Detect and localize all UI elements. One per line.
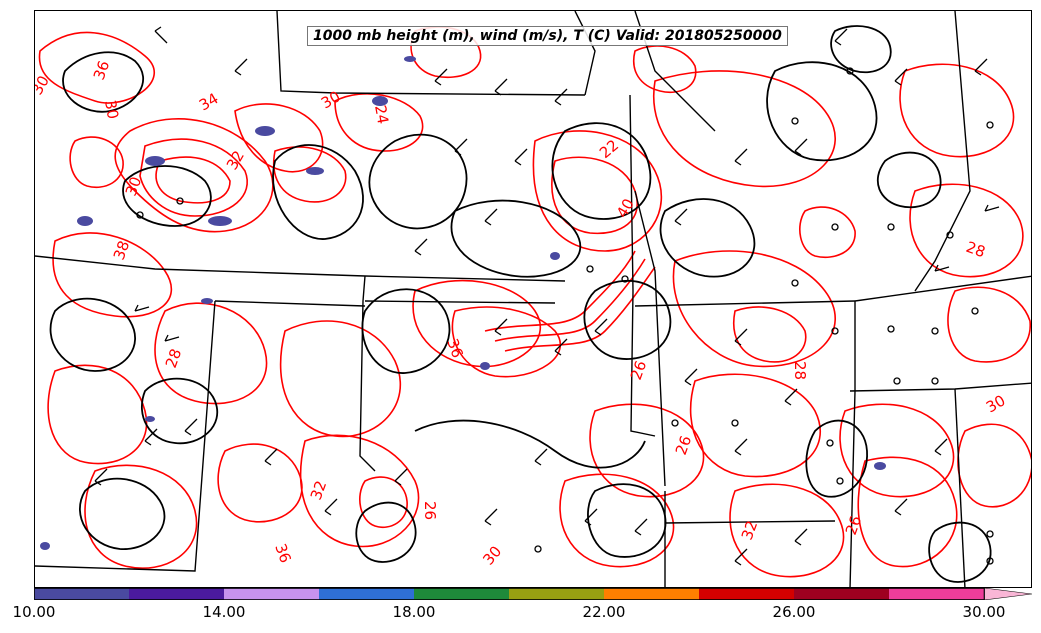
contour-label: 30 (101, 99, 122, 121)
colorbar-segment (129, 588, 225, 600)
wind-barbs (94, 26, 1000, 566)
colorbar-tick-label: 10.00 (12, 603, 56, 621)
height-contours (49, 25, 992, 583)
colorbar-extend-arrow (983, 588, 1032, 600)
temperature-shading (40, 56, 886, 550)
colorbar-tick-label: 26.00 (772, 603, 816, 621)
colorbar-tick-label: 22.00 (582, 603, 626, 621)
colorbar (34, 588, 1032, 600)
contour-label: 30 (983, 391, 1009, 416)
colorbar-segment (319, 588, 415, 600)
contour-label: 36 (443, 336, 466, 360)
colorbar-segment (794, 588, 890, 600)
contour-label: 26 (842, 513, 865, 537)
contour-label: 28 (964, 238, 988, 261)
colorbar-segment (224, 588, 320, 600)
contour-label: 30 (318, 87, 344, 112)
contour-label: 36 (271, 541, 294, 565)
colorbar-border (34, 588, 985, 600)
temperature-contours (38, 26, 1031, 578)
contour-label: 38 (110, 238, 133, 262)
map-panel: 36 30 34 32 30 24 22 40 30 38 28 36 26 28 26 26 32 36 30 32… (34, 10, 1032, 588)
colorbar-segment (509, 588, 605, 600)
contour-label: 30 (479, 542, 505, 568)
contour-label: 32 (738, 518, 761, 542)
colorbar-tick-label: 14.00 (202, 603, 246, 621)
contour-label: 28 (162, 346, 185, 370)
contour-label: 30 (35, 72, 53, 98)
contour-label: 30 (122, 174, 145, 198)
colorbar-segment (34, 588, 130, 600)
contour-label: 26 (672, 433, 695, 457)
colorbar-tick-label: 30.00 (962, 603, 1006, 621)
state-borders (35, 11, 1031, 587)
map-title: 1000 mb height (m), wind (m/s), T (C) Va… (307, 26, 788, 46)
contour-label: 28 (791, 361, 809, 380)
contour-label: 34 (196, 89, 222, 114)
contour-label: 26 (627, 358, 650, 382)
colorbar-segment (889, 588, 985, 600)
contour-label: 36 (90, 58, 113, 82)
colorbar-segment (414, 588, 510, 600)
contour-label: 32 (307, 478, 330, 502)
colorbar-tick-label: 18.00 (392, 603, 436, 621)
contour-label: 26 (421, 501, 439, 520)
contour-label: 22 (596, 136, 622, 162)
colorbar-segment (699, 588, 795, 600)
contour-label: 24 (371, 104, 392, 126)
colorbar-segment (604, 588, 700, 600)
calm-markers (136, 67, 994, 565)
